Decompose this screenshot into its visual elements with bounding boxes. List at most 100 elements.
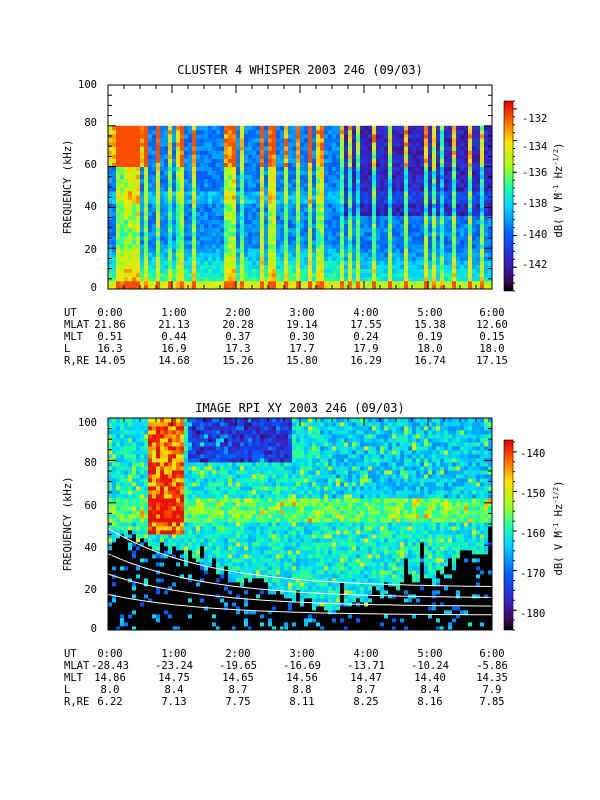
spectrogram-cell [176, 203, 181, 208]
spectrogram-cell [152, 284, 157, 290]
spectrogram-cell [376, 129, 381, 135]
spectrogram-cell [220, 154, 225, 159]
spectrogram-cell [172, 542, 177, 547]
spectrogram-cell [488, 211, 493, 216]
spectrogram-cell [164, 223, 169, 229]
spectrogram-cell [240, 146, 245, 151]
spectrogram-cell [332, 203, 337, 208]
spectrogram-cell [348, 260, 353, 265]
spectrogram-cell [352, 256, 357, 261]
spectrogram-cell [220, 219, 225, 225]
spectrogram-cell [356, 219, 361, 225]
spectrogram-cell [156, 178, 161, 184]
spectrogram-cell [424, 215, 429, 221]
spectrogram-cell [424, 158, 429, 163]
spectrogram-cell [232, 199, 237, 204]
spectrogram-cell [128, 150, 133, 155]
spectrogram-cell [136, 276, 141, 282]
spectrogram-cell [196, 170, 201, 176]
spectrogram-cell [268, 231, 273, 237]
spectrogram-cell [476, 260, 481, 265]
spectrogram-cell [156, 211, 161, 216]
spectrogram-cell [432, 195, 437, 200]
spectrogram-cell [148, 150, 153, 155]
spectrogram-cell [204, 215, 209, 221]
spectrogram-cell [224, 182, 229, 188]
spectrogram-cell [248, 191, 253, 196]
spectrogram-cell [352, 178, 357, 184]
spectrogram-cell [136, 490, 141, 495]
spectrogram-cell [200, 154, 205, 159]
spectrogram-cell [108, 146, 113, 151]
spectrogram-cell [396, 252, 401, 257]
spectrogram-cell [428, 280, 433, 286]
spectrogram-cell [172, 219, 177, 225]
spectrogram-cell [152, 199, 157, 204]
spectrogram-cell [248, 162, 253, 167]
spectrogram-cell [448, 129, 453, 135]
spectrogram-cell [400, 187, 405, 192]
spectrogram-cell [284, 162, 289, 167]
spectrogram-cell [376, 125, 381, 131]
spectrogram-cell [116, 522, 121, 527]
spectrogram-cell [404, 215, 409, 221]
spectrogram-cell [428, 240, 433, 245]
spectrogram-cell [380, 158, 385, 163]
spectrogram-cell [124, 522, 129, 527]
spectrogram-cell [328, 162, 333, 167]
spectrogram-cell [396, 280, 401, 286]
spectrogram-cell [216, 280, 221, 286]
spectrogram-cell [292, 211, 297, 216]
spectrogram-cell [440, 219, 445, 225]
spectrogram-cell [280, 252, 285, 257]
spectrogram-cell [180, 602, 185, 607]
spectrogram-cell [472, 170, 477, 176]
spectrogram-cell [156, 474, 161, 479]
spectrogram-cell [248, 272, 253, 278]
spectrogram-cell [480, 150, 485, 155]
spectrogram-cell [484, 256, 489, 261]
spectrogram-cell [368, 244, 373, 249]
spectrogram-cell [408, 244, 413, 249]
spectrogram-cell [204, 133, 209, 139]
spectrogram-cell [240, 203, 245, 208]
spectrogram-cell [296, 231, 301, 237]
spectrogram-cell [108, 542, 113, 547]
spectrogram-cell [232, 203, 237, 208]
spectrogram-cell [160, 610, 165, 615]
spectrogram-cell [228, 191, 233, 196]
spectrogram-cell [120, 191, 125, 196]
spectrogram-cell [484, 162, 489, 167]
spectrogram-cell [164, 494, 169, 499]
spectrogram-cell [148, 486, 153, 491]
spectrogram-cell [144, 178, 149, 184]
spectrogram-cell [440, 227, 445, 233]
spectrogram-cell [428, 170, 433, 176]
spectrogram-cell [364, 199, 369, 204]
spectrogram-cell [244, 158, 249, 163]
spectrogram-cell [176, 272, 181, 278]
spectrogram-cell [176, 138, 181, 143]
spectrogram-cell [400, 178, 405, 184]
spectrogram-cell [148, 594, 153, 599]
spectrogram-cell [256, 162, 261, 167]
spectrogram-cell [236, 195, 241, 200]
spectrogram-cell [120, 227, 125, 233]
spectrogram-cell [436, 268, 441, 274]
spectrogram-cell [160, 606, 165, 611]
spectrogram-cell [132, 150, 137, 155]
spectrogram-cell [148, 570, 153, 575]
spectrogram-cell [232, 166, 237, 172]
spectrogram-cell [108, 422, 113, 427]
spectrogram-cell [120, 158, 125, 163]
spectrogram-cell [112, 138, 117, 143]
spectrogram-cell [464, 219, 469, 225]
spectrogram-cell [276, 256, 281, 261]
spectrogram-cell [180, 182, 185, 188]
spectrogram-cell [116, 438, 121, 443]
spectrogram-cell [248, 195, 253, 200]
spectrogram-cell [480, 191, 485, 196]
spectrogram-cell [140, 146, 145, 151]
spectrogram-cell [176, 422, 181, 427]
spectrogram-cell [132, 494, 137, 499]
